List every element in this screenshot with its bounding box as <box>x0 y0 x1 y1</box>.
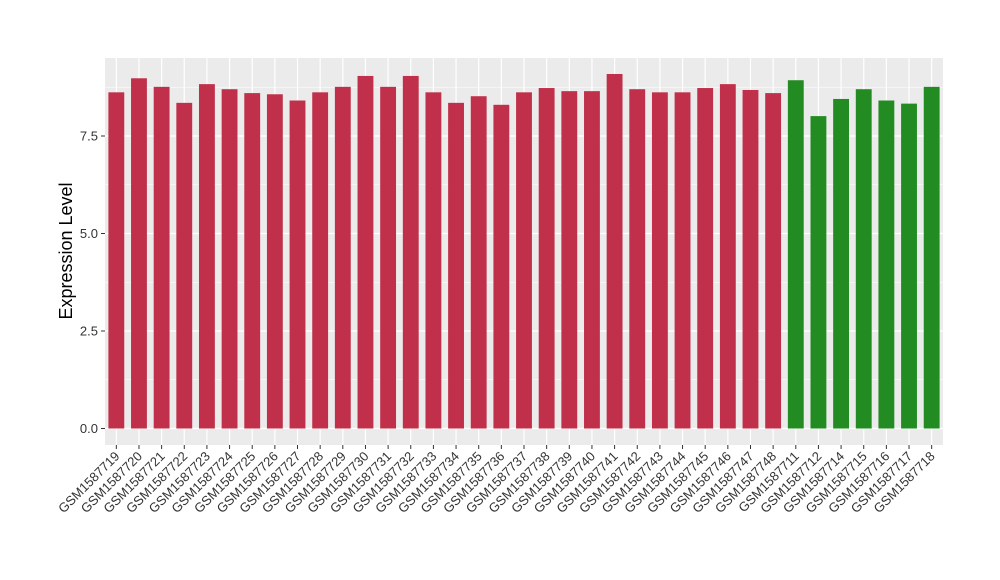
bar-GSM1587723 <box>198 84 215 429</box>
bar-GSM1587732 <box>402 75 419 429</box>
bar-GSM1587734 <box>448 102 464 429</box>
bar-GSM1587714 <box>833 98 850 429</box>
bar-GSM1587745 <box>697 88 714 429</box>
bar-GSM1587719 <box>108 92 125 429</box>
bar-GSM1587729 <box>334 86 351 429</box>
bar-GSM1587720 <box>131 78 147 429</box>
bar-GSM1587711 <box>787 80 804 429</box>
y-tick-label: 0.0 <box>80 421 98 436</box>
bar-GSM1587724 <box>221 89 238 429</box>
bar-GSM1587741 <box>606 73 623 429</box>
bar-GSM1587746 <box>719 84 736 429</box>
bar-GSM1587718 <box>923 86 940 429</box>
y-tick-label: 2.5 <box>80 324 98 339</box>
bar-GSM1587726 <box>266 94 283 429</box>
bar-GSM1587730 <box>357 75 374 429</box>
bar-GSM1587737 <box>516 92 532 429</box>
x-axis: GSM1587719GSM1587720GSM1587721GSM1587722… <box>55 445 938 516</box>
bar-GSM1587744 <box>674 92 691 429</box>
bar-GSM1587742 <box>629 89 646 429</box>
bar-GSM1587740 <box>584 91 600 429</box>
y-axis: 0.0 2.5 5.0 7.5 <box>80 129 105 436</box>
bar-GSM1587748 <box>765 93 782 429</box>
bar-GSM1587712 <box>810 116 827 429</box>
bar-GSM1587735 <box>470 96 487 429</box>
y-tick-label: 5.0 <box>80 226 98 241</box>
bar-GSM1587715 <box>855 89 872 429</box>
bar-GSM1587733 <box>425 92 442 429</box>
bar-GSM1587747 <box>742 89 759 429</box>
y-tick-label: 7.5 <box>80 129 98 144</box>
bar-GSM1587728 <box>312 92 329 429</box>
bar-GSM1587731 <box>380 86 397 429</box>
bar-GSM1587738 <box>538 88 555 429</box>
y-axis-title: Expression Level <box>56 182 76 319</box>
bar-GSM1587717 <box>901 103 917 429</box>
bar-GSM1587743 <box>651 92 668 429</box>
bar-GSM1587716 <box>878 100 895 429</box>
bar-GSM1587736 <box>493 104 510 429</box>
bar-GSM1587727 <box>289 100 306 429</box>
bar-GSM1587722 <box>176 102 193 429</box>
bars <box>108 73 940 429</box>
bar-GSM1587739 <box>561 91 578 429</box>
bar-GSM1587721 <box>153 86 170 429</box>
bar-GSM1587725 <box>244 93 261 429</box>
